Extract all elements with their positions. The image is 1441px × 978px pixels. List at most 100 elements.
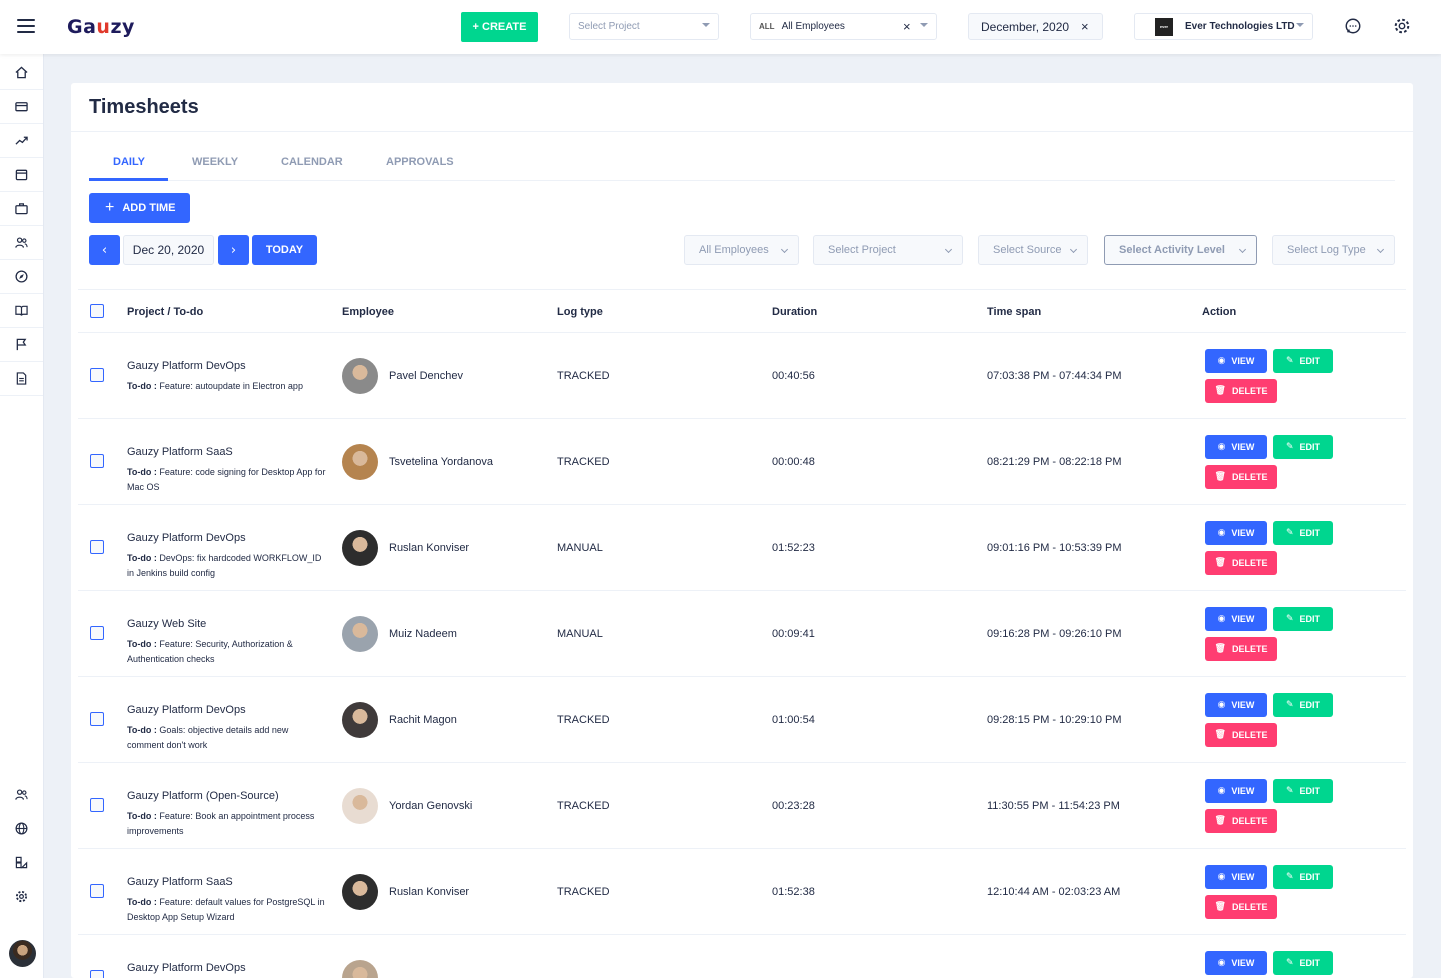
sidebar-item-jobs[interactable] xyxy=(0,192,43,226)
time-span: 08:21:29 PM - 08:22:18 PM xyxy=(987,456,1122,468)
clear-icon[interactable]: × xyxy=(1081,19,1089,34)
sidebar-item-goals[interactable] xyxy=(0,328,43,362)
edit-button[interactable]: ✎ EDIT xyxy=(1273,779,1333,803)
project-name: Gauzy Platform DevOps xyxy=(127,360,246,372)
menu-toggle-icon[interactable] xyxy=(17,19,35,33)
row-checkbox[interactable] xyxy=(90,540,104,554)
view-button[interactable]: ◉ VIEW xyxy=(1205,349,1267,373)
duration: 00:09:41 xyxy=(772,628,815,640)
pencil-icon: ✎ xyxy=(1285,614,1294,624)
today-button[interactable]: TODAY xyxy=(252,235,317,265)
filter-employees-select[interactable]: All Employees xyxy=(684,235,799,265)
compass-icon xyxy=(15,270,28,283)
todo-text: To-do : Feature: code signing for Deskto… xyxy=(127,467,326,492)
eye-icon: ◉ xyxy=(1217,356,1226,366)
timesheets-card: Timesheets DAILY WEEKLY CALENDAR APPROVA… xyxy=(71,83,1413,978)
time-span: 11:30:55 PM - 11:54:23 PM xyxy=(987,800,1120,812)
sidebar-item-sales[interactable] xyxy=(0,124,43,158)
tab-calendar[interactable]: CALENDAR xyxy=(281,156,343,168)
header-project-select[interactable]: Select Project xyxy=(569,13,719,40)
employee-name: Ruslan Konviser xyxy=(389,886,470,898)
sidebar-item-accounting[interactable] xyxy=(0,90,43,124)
duration: 00:40:56 xyxy=(772,370,815,382)
column-action: Action xyxy=(1202,306,1237,318)
edit-button[interactable]: ✎ EDIT xyxy=(1273,521,1333,545)
header-employee-select[interactable]: ALL All Employees × xyxy=(750,13,937,40)
tab-approvals[interactable]: APPROVALS xyxy=(386,156,454,168)
filter-project-select[interactable]: Select Project xyxy=(813,235,963,265)
edit-button[interactable]: ✎ EDIT xyxy=(1273,693,1333,717)
tab-weekly[interactable]: WEEKLY xyxy=(192,156,239,168)
todo-text: To-do : Feature: Book an appointment pro… xyxy=(127,811,315,836)
organization-select[interactable]: ever Ever Technologies LTD xyxy=(1134,13,1313,40)
log-type: TRACKED xyxy=(557,800,610,812)
create-button[interactable]: + CREATE xyxy=(461,12,538,42)
next-day-button[interactable]: › xyxy=(218,235,249,265)
log-type: TRACKED xyxy=(557,370,610,382)
row-checkbox[interactable] xyxy=(90,454,104,468)
edit-button[interactable]: ✎ EDIT xyxy=(1273,349,1333,373)
view-button[interactable]: ◉ VIEW xyxy=(1205,435,1267,459)
row-checkbox[interactable] xyxy=(90,970,104,978)
row-checkbox[interactable] xyxy=(90,798,104,812)
sidebar-item-employees[interactable] xyxy=(0,226,43,260)
project-name: Gauzy Platform SaaS xyxy=(127,446,233,458)
view-button[interactable]: ◉ VIEW xyxy=(1205,607,1267,631)
people-icon xyxy=(15,237,28,248)
previous-day-button[interactable]: ‹ xyxy=(89,235,120,265)
add-time-button[interactable]: + ADD TIME xyxy=(89,193,190,223)
header-date-select[interactable]: December, 2020 × xyxy=(968,13,1103,40)
trash-icon: 🗑 xyxy=(1214,472,1226,482)
sidebar-item-settings[interactable] xyxy=(0,879,43,913)
flag-icon xyxy=(16,338,27,351)
edit-button[interactable]: ✎ EDIT xyxy=(1273,435,1333,459)
sidebar-item-organizations[interactable] xyxy=(0,811,43,845)
view-button[interactable]: ◉ VIEW xyxy=(1205,521,1267,545)
delete-button[interactable]: 🗑 DELETE xyxy=(1205,551,1277,575)
delete-button[interactable]: 🗑 DELETE xyxy=(1205,379,1277,403)
row-checkbox[interactable] xyxy=(90,626,104,640)
timesheet-tabs: DAILY WEEKLY CALENDAR APPROVALS xyxy=(89,144,1395,181)
sidebar-item-users[interactable] xyxy=(0,777,43,811)
view-button[interactable]: ◉ VIEW xyxy=(1205,865,1267,889)
row-checkbox[interactable] xyxy=(90,368,104,382)
sidebar-item-integrations[interactable] xyxy=(0,845,43,879)
clear-icon[interactable]: × xyxy=(903,19,911,34)
edit-button[interactable]: ✎ EDIT xyxy=(1273,951,1333,975)
sidebar-item-tasks[interactable] xyxy=(0,158,43,192)
todo-text: To-do : Feature: autoupdate in Electron … xyxy=(127,381,303,391)
page-title: Timesheets xyxy=(89,96,199,118)
delete-button[interactable]: 🗑 DELETE xyxy=(1205,465,1277,489)
tab-daily[interactable]: DAILY xyxy=(113,156,145,168)
current-date-field[interactable]: Dec 20, 2020 xyxy=(123,235,214,265)
row-checkbox[interactable] xyxy=(90,884,104,898)
todo-text: To-do : Feature: Security, Authorization… xyxy=(127,639,293,664)
delete-button[interactable]: 🗑 DELETE xyxy=(1205,723,1277,747)
edit-button[interactable]: ✎ EDIT xyxy=(1273,607,1333,631)
app-logo[interactable]: Gauzy xyxy=(67,16,135,38)
view-button[interactable]: ◉ VIEW xyxy=(1205,951,1267,975)
chat-icon[interactable] xyxy=(1344,17,1362,35)
sidebar-item-organization[interactable] xyxy=(0,294,43,328)
delete-button[interactable]: 🗑 DELETE xyxy=(1205,637,1277,661)
filter-log-type-select[interactable]: Select Log Type xyxy=(1272,235,1395,265)
sidebar-item-reports[interactable] xyxy=(0,362,43,396)
edit-button[interactable]: ✎ EDIT xyxy=(1273,865,1333,889)
filter-activity-level-select[interactable]: Select Activity Level xyxy=(1104,235,1257,265)
sidebar-item-time-activity[interactable] xyxy=(0,260,43,294)
view-button[interactable]: ◉ VIEW xyxy=(1205,779,1267,803)
log-type: TRACKED xyxy=(557,714,610,726)
select-all-checkbox[interactable] xyxy=(90,304,104,318)
view-button[interactable]: ◉ VIEW xyxy=(1205,693,1267,717)
chevron-down-icon xyxy=(1069,245,1078,254)
delete-button[interactable]: 🗑 DELETE xyxy=(1205,809,1277,833)
user-avatar[interactable] xyxy=(9,940,36,967)
employee-avatar xyxy=(342,358,378,394)
sidebar-item-dashboard[interactable] xyxy=(0,56,43,90)
delete-button[interactable]: 🗑 DELETE xyxy=(1205,895,1277,919)
settings-gear-icon[interactable] xyxy=(1393,17,1411,35)
duration: 00:00:48 xyxy=(772,456,815,468)
row-checkbox[interactable] xyxy=(90,712,104,726)
filter-source-select[interactable]: Select Source xyxy=(978,235,1088,265)
log-type: TRACKED xyxy=(557,456,610,468)
